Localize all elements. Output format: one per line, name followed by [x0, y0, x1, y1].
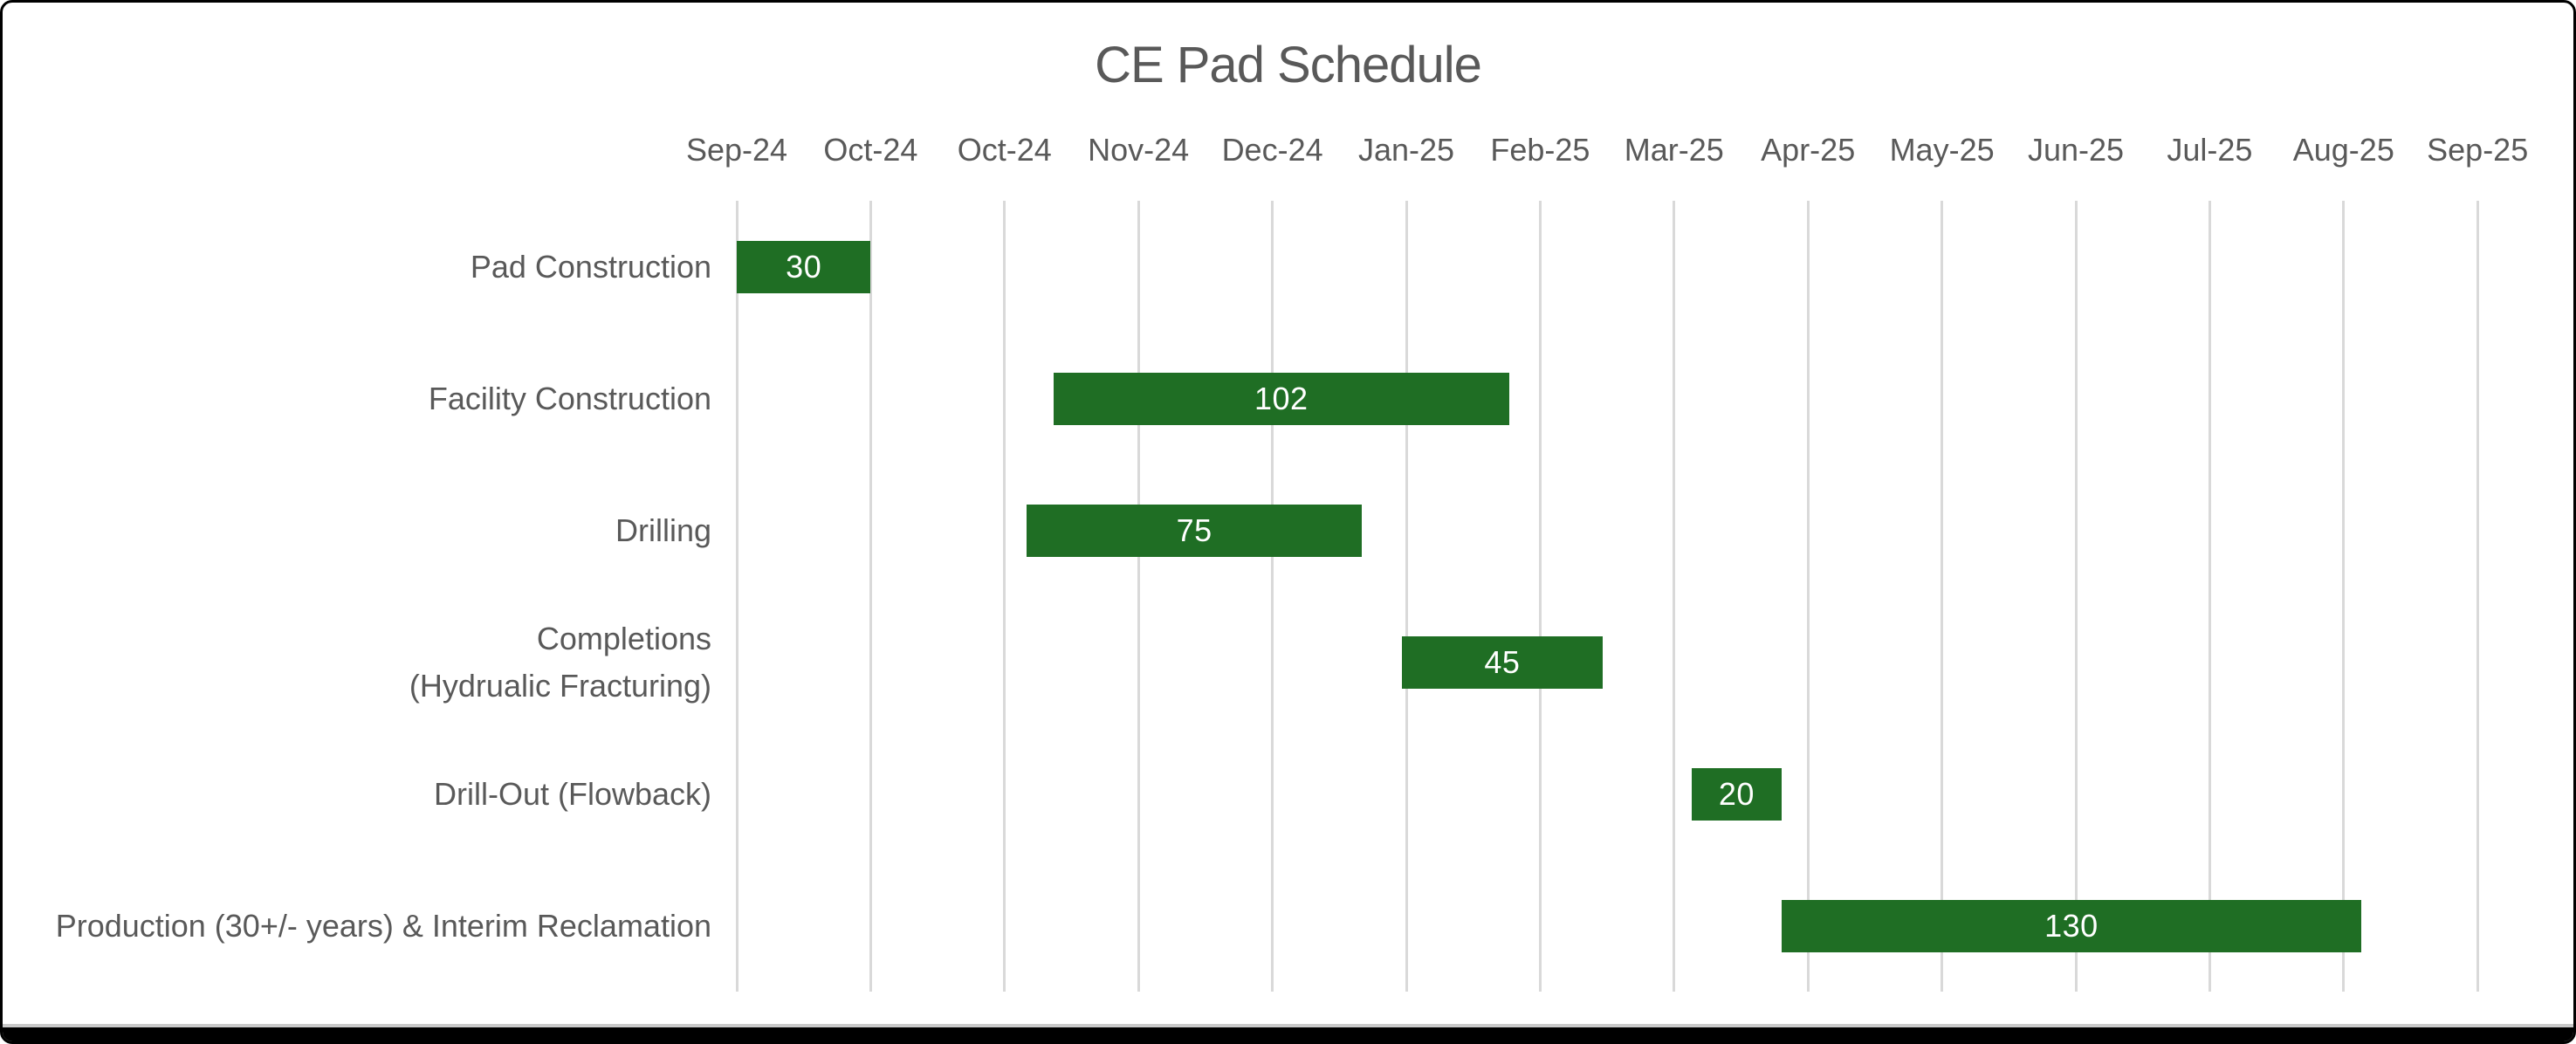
task-bar-value: 75	[1176, 512, 1212, 548]
gridline	[1673, 201, 1676, 992]
gridline	[2074, 201, 2078, 992]
gridline	[735, 201, 738, 992]
gridline	[2208, 201, 2211, 992]
task-bar-value: 30	[786, 248, 822, 285]
x-axis-tick-label: Oct-24	[957, 132, 1052, 168]
task-row-label: Facility Construction	[428, 380, 711, 416]
task-bar-value: 102	[1254, 380, 1309, 416]
x-axis-tick-label: Jan-25	[1357, 132, 1455, 168]
task-bar: 45	[1401, 635, 1603, 689]
gridline	[869, 201, 872, 992]
task-bar: 102	[1054, 372, 1509, 425]
x-axis-tick-label: Jul-25	[2167, 132, 2253, 168]
gridline	[2476, 201, 2479, 992]
task-row-label: Drill-Out (Flowback)	[433, 775, 711, 812]
gridline	[1538, 201, 1542, 992]
x-axis-tick-label: Aug-25	[2292, 132, 2394, 168]
task-bar: 30	[737, 240, 871, 293]
x-axis-tick-label: Sep-25	[2427, 132, 2529, 168]
task-bar-value: 45	[1484, 643, 1521, 680]
x-axis-tick-label: Feb-25	[1490, 132, 1590, 168]
task-bar: 20	[1692, 767, 1782, 821]
task-bar-value: 130	[2044, 907, 2099, 944]
gridline	[1405, 201, 1408, 992]
bottom-black-bar	[3, 1027, 2573, 1041]
gridline	[1003, 201, 1006, 992]
x-axis-tick-label: Jun-25	[2027, 132, 2125, 168]
bottom-divider-line	[3, 1024, 2573, 1027]
x-axis-tick-label: Oct-24	[823, 132, 918, 168]
task-row-label: Drilling	[615, 512, 711, 548]
x-axis-tick-label: Sep-24	[685, 132, 788, 168]
chart-title: CE Pad Schedule	[1095, 37, 1482, 93]
x-axis-tick-label: May-25	[1889, 132, 1995, 168]
task-row-label: Pad Construction	[470, 248, 711, 285]
gridline	[1137, 201, 1140, 992]
gridline	[1271, 201, 1274, 992]
task-bar-value: 20	[1718, 775, 1755, 812]
gridline	[2342, 201, 2346, 992]
x-axis-tick-label: Mar-25	[1624, 132, 1724, 168]
task-bar: 130	[1781, 899, 2362, 952]
gridline	[1941, 201, 1944, 992]
gridline	[1806, 201, 1810, 992]
x-axis-tick-label: Nov-24	[1088, 132, 1190, 168]
task-row-label: Completions (Hydrualic Fracturing)	[409, 620, 711, 704]
task-bar: 75	[1027, 504, 1362, 557]
x-axis-tick-label: Apr-25	[1761, 132, 1856, 168]
task-row-label: Production (30+/- years) & Interim Recla…	[55, 907, 711, 944]
x-axis-tick-label: Dec-24	[1221, 132, 1323, 168]
